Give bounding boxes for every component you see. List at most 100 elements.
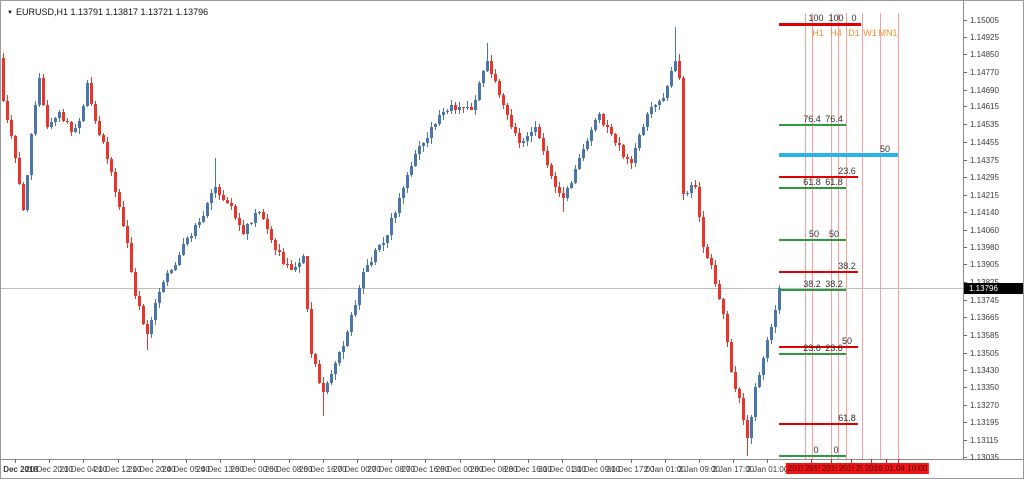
fib-level-label: 38.2 <box>825 279 843 289</box>
candle <box>526 132 529 146</box>
axis-tick <box>83 459 85 463</box>
time-axis-label: 28 Dec 00:00 <box>435 465 484 474</box>
candle <box>238 213 241 231</box>
candle <box>746 415 749 456</box>
fib-level-label: 76.4 <box>803 114 821 124</box>
candle <box>318 360 321 384</box>
candle <box>82 104 85 122</box>
candle <box>122 201 125 227</box>
candle <box>330 370 333 385</box>
candle <box>482 70 485 87</box>
price-axis-label: 1.14535 <box>970 120 999 129</box>
price-axis-label: 1.13115 <box>970 436 999 445</box>
candle <box>678 54 681 80</box>
timeframe-flag-label: H1 <box>812 28 824 38</box>
axis-tick <box>831 459 832 463</box>
candle <box>566 186 569 201</box>
candle <box>250 222 253 225</box>
price-axis-label: 1.14455 <box>970 138 999 147</box>
fib-level-label: 23.6 <box>838 166 856 176</box>
candle <box>670 67 673 88</box>
candle <box>598 112 601 123</box>
time-axis-label: 26 Dec 08:00 <box>264 465 313 474</box>
fib-level-line <box>779 23 861 26</box>
axis-tick <box>49 459 51 463</box>
candle <box>414 150 417 167</box>
candle <box>306 256 309 312</box>
timeframe-flag-label: D1 <box>848 28 860 38</box>
candle <box>766 337 769 362</box>
symbol-quote-text: EURUSD,H1 1.13791 1.13817 1.13721 1.1379… <box>15 7 209 17</box>
candle <box>466 101 469 110</box>
axis-tick <box>459 459 461 463</box>
candle <box>666 85 669 101</box>
axis-tick <box>220 459 222 463</box>
price-axis-label: 1.14140 <box>970 208 999 217</box>
time-axis-label-highlighted: 2019.0 <box>802 463 832 474</box>
candle <box>642 124 645 136</box>
candle <box>66 118 69 124</box>
candle <box>394 211 397 223</box>
candle <box>658 99 661 110</box>
candle <box>78 118 81 134</box>
candle <box>430 122 433 144</box>
price-axis-label: 1.13825 <box>970 278 999 287</box>
candle <box>274 238 277 255</box>
candle <box>226 197 229 204</box>
candle <box>418 141 421 160</box>
time-axis-label: 21 Dec 04:00 <box>59 465 108 474</box>
candle <box>134 268 137 299</box>
candle <box>98 116 101 136</box>
candle <box>442 108 445 120</box>
candle <box>322 377 325 416</box>
candle <box>86 80 89 107</box>
axis-tick <box>186 459 187 463</box>
candle <box>90 77 93 106</box>
candle <box>726 311 729 347</box>
candle <box>390 213 393 240</box>
candle <box>114 168 117 197</box>
candle <box>550 163 553 179</box>
candle <box>218 184 221 200</box>
price-axis-label: 1.14690 <box>970 86 999 95</box>
candle <box>614 133 617 146</box>
candle <box>54 117 57 126</box>
candle <box>2 53 5 102</box>
time-axis-label: 20 Dec 2018 <box>1 465 38 474</box>
symbol-dropdown-icon[interactable]: ▼ <box>7 10 13 16</box>
axis-tick <box>963 37 967 38</box>
timeframe-flag-label: H4 <box>830 28 842 38</box>
candle <box>718 280 721 300</box>
axis-tick <box>963 195 967 196</box>
candle <box>630 156 633 169</box>
candle <box>6 95 9 123</box>
candle <box>646 112 649 131</box>
price-axis-label: 1.13905 <box>970 260 999 269</box>
axis-tick <box>963 212 967 213</box>
price-axis-label: 1.13665 <box>970 313 999 322</box>
candle <box>530 127 533 142</box>
candle <box>722 298 725 319</box>
time-axis-label: 31 Dec 17:00 <box>606 465 655 474</box>
fib-level-label: 61.8 <box>803 177 821 187</box>
candle <box>302 254 305 264</box>
candle <box>570 181 573 189</box>
price-axis-label: 1.13980 <box>970 243 999 252</box>
candle <box>462 107 465 113</box>
candle <box>202 211 205 223</box>
candle <box>654 104 657 112</box>
axis-tick <box>963 405 967 406</box>
axis-tick <box>871 459 872 463</box>
symbol-header: ▼ EURUSD,H1 1.13791 1.13817 1.13721 1.137… <box>7 7 208 17</box>
axis-tick <box>733 459 735 463</box>
fib-level-line <box>779 423 858 425</box>
candle <box>178 252 181 266</box>
fib-level-line <box>779 455 846 457</box>
axis-tick <box>963 160 967 161</box>
candle <box>694 180 697 189</box>
candle <box>266 214 269 234</box>
candle <box>450 100 453 114</box>
candle <box>242 220 245 235</box>
fib-level-label: 100 <box>808 13 824 23</box>
